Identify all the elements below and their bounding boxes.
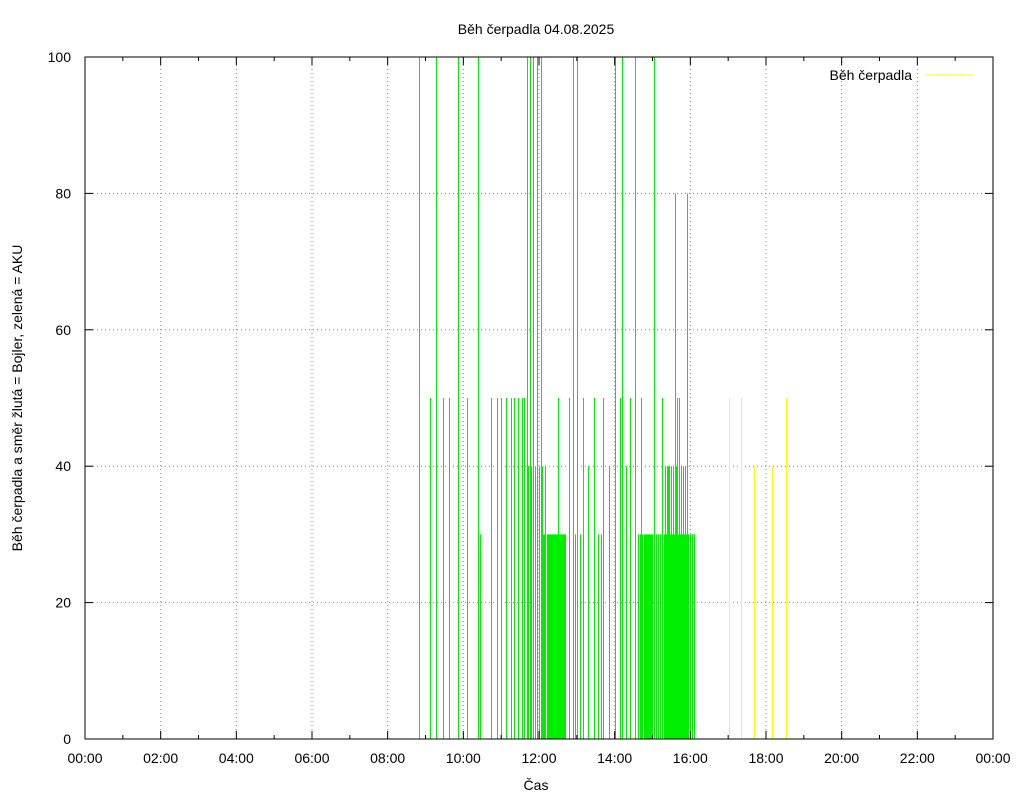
legend-label: Běh čerpadla (829, 67, 912, 83)
x-tick-label: 00:00 (67, 750, 102, 766)
x-tick-label: 10:00 (446, 750, 481, 766)
x-tick-labels: 00:00 02:00 04:00 06:00 08:00 10:00 12:00 14:00… (67, 750, 1010, 766)
y-tick-label: 100 (48, 49, 72, 65)
series-1 (729, 398, 787, 739)
x-tick-label: 20:00 (824, 750, 859, 766)
y-tick-label: 0 (63, 731, 71, 747)
x-tick-label: 00:00 (975, 750, 1010, 766)
x-tick-label: 14:00 (597, 750, 632, 766)
x-tick-label: 02:00 (143, 750, 178, 766)
x-tick-label: 06:00 (294, 750, 329, 766)
x-tick-label: 16:00 (673, 750, 708, 766)
x-axis-label: Čas (524, 777, 549, 793)
dense-fill (543, 466, 695, 739)
y-tick-label: 80 (55, 185, 71, 201)
y-tick-labels: 0 20 40 60 80 100 (48, 49, 72, 747)
x-tick-label: 18:00 (748, 750, 783, 766)
x-tick-label: 12:00 (521, 750, 556, 766)
chart-title: Běh čerpadla 04.08.2025 (458, 21, 615, 37)
x-tick-label: 04:00 (219, 750, 254, 766)
ticks (84, 56, 994, 740)
y-axis-label: Běh čerpadla a směr žlutá = Bojler, zele… (9, 245, 25, 552)
y-tick-label: 20 (55, 595, 71, 611)
x-tick-label: 08:00 (370, 750, 405, 766)
y-tick-label: 60 (55, 322, 71, 338)
series-layer (419, 57, 787, 739)
legend: Běh čerpadla (829, 67, 973, 83)
y-tick-label: 40 (55, 458, 71, 474)
x-tick-label: 22:00 (900, 750, 935, 766)
